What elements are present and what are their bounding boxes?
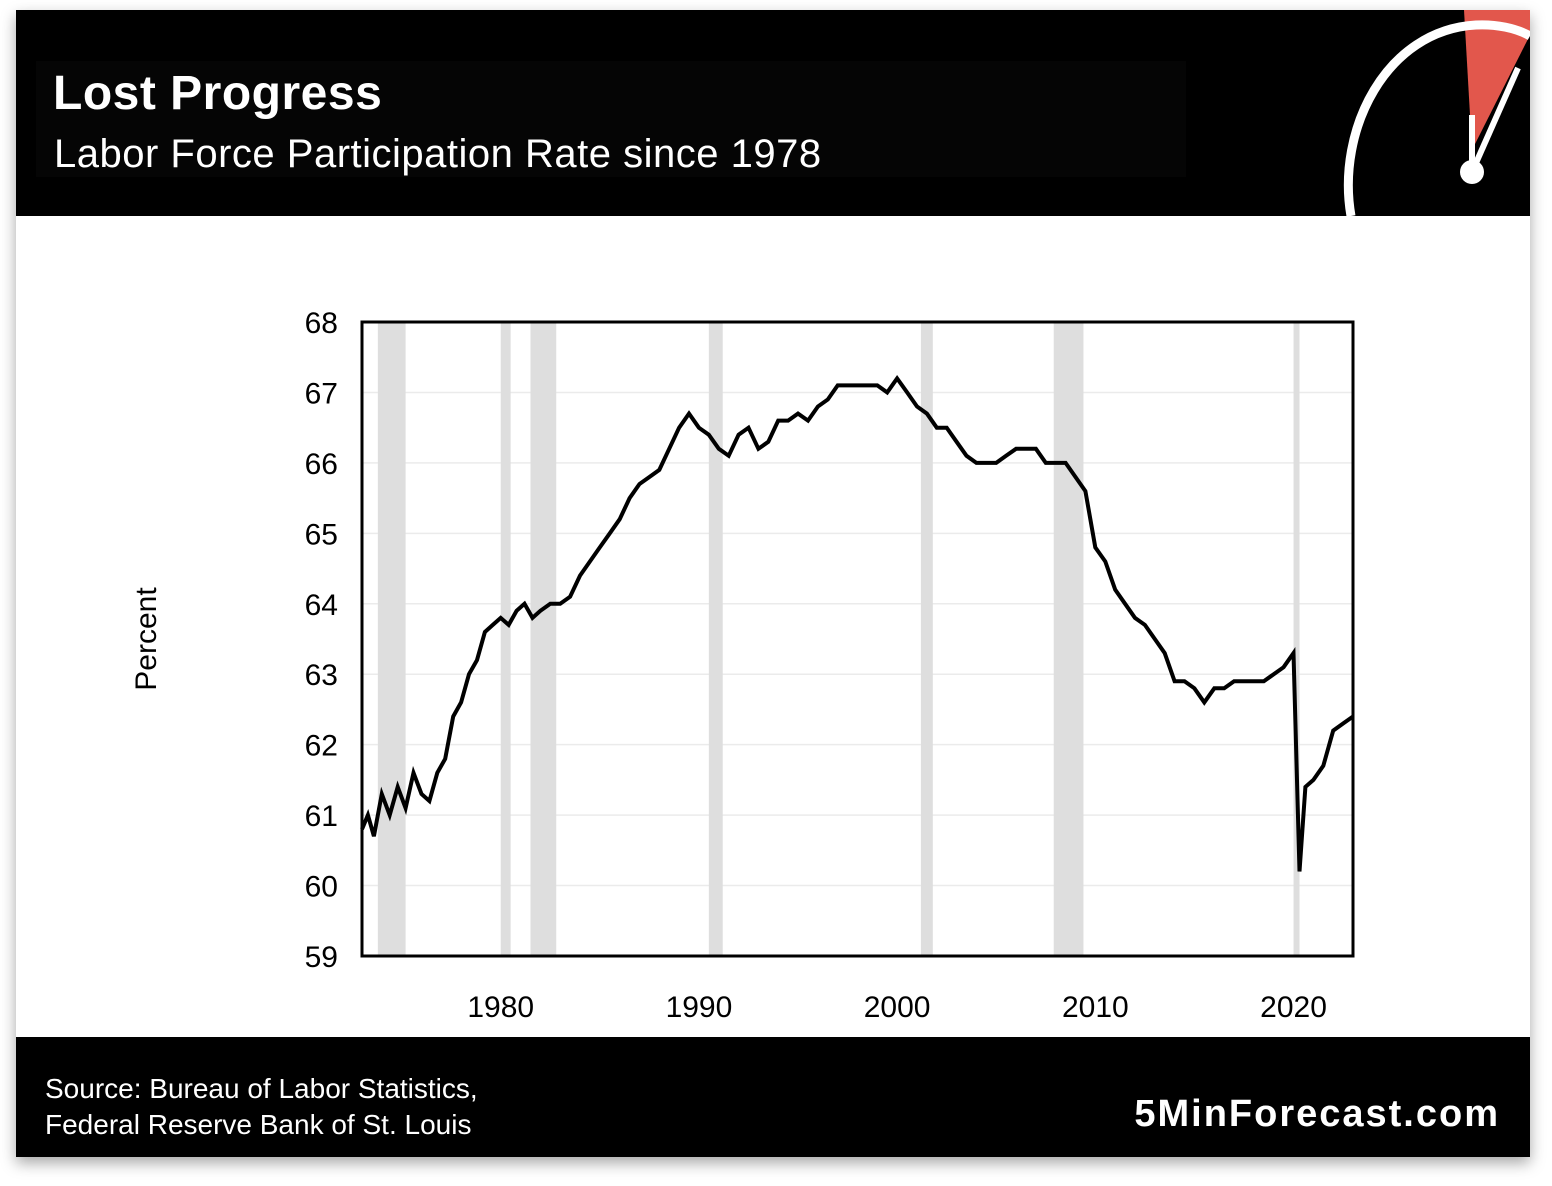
recession-band (530, 322, 557, 956)
x-tick-label: 1990 (666, 991, 733, 1024)
source-line-1: Source: Bureau of Labor Statistics, (45, 1073, 478, 1104)
x-tick-label: 2000 (864, 991, 931, 1024)
recession-band (708, 322, 723, 956)
brand-logo-text: 5MinForecast.com (1134, 1093, 1500, 1135)
series-line (360, 374, 1355, 872)
y-tick-label: 67 (305, 377, 338, 410)
speedometer-icon (1343, 10, 1530, 216)
y-tick-label: 64 (305, 589, 338, 622)
y-tick-label: 66 (305, 448, 338, 481)
y-tick-label: 62 (305, 730, 338, 763)
y-tick-label: 59 (305, 941, 338, 974)
y-axis-title: Percent (130, 587, 163, 691)
recession-band (1053, 322, 1084, 956)
footer-bar: Source: Bureau of Labor Statistics, Fede… (16, 1037, 1530, 1157)
x-tick-label: 2010 (1062, 991, 1129, 1024)
y-tick-label: 60 (305, 871, 338, 904)
source-line-2: Federal Reserve Bank of St. Louis (45, 1109, 472, 1140)
gauge-accent-wedge (1464, 10, 1530, 150)
source-note: Source: Bureau of Labor Statistics, Fede… (45, 1071, 478, 1143)
chart-subtitle: Labor Force Participation Rate since 197… (54, 132, 822, 176)
gauge-hub (1460, 160, 1484, 184)
chart-title: Lost Progress (53, 67, 383, 120)
recession-band (377, 322, 406, 956)
x-tick-label: 2020 (1260, 991, 1327, 1024)
y-tick-label: 68 (305, 307, 338, 340)
recession-band (500, 322, 511, 956)
chart-card: Lost Progress Labor Force Participation … (16, 10, 1530, 1157)
y-tick-label: 61 (305, 800, 338, 833)
x-tick-label: 1980 (467, 991, 534, 1024)
header-bar: Lost Progress Labor Force Participation … (16, 10, 1530, 216)
recession-band (920, 322, 933, 956)
y-tick-label: 63 (305, 659, 338, 692)
y-tick-label: 65 (305, 518, 338, 551)
recession-band (1293, 322, 1300, 956)
gauge-needle (1469, 66, 1521, 174)
plot-frame (360, 320, 1355, 958)
title-box (36, 61, 1186, 177)
line-chart: 59 60 61 62 63 64 65 66 67 68 1980 1990 2000 2010 2020… (130, 307, 1355, 1024)
gauge-arc (1343, 20, 1530, 216)
